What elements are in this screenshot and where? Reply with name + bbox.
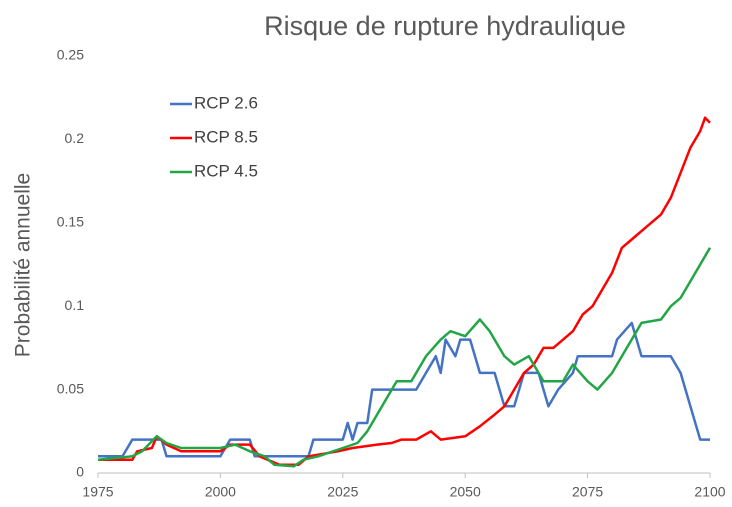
x-tick-label: 2075 (572, 484, 603, 500)
x-tick-label: 2000 (205, 484, 236, 500)
series-line (98, 321, 710, 458)
series-line (97, 247, 712, 468)
y-tick-label: 0 (76, 464, 84, 480)
x-tick-label: 2050 (450, 484, 481, 500)
chart-title: Risque de rupture hydraulique (264, 11, 626, 41)
y-axis-label: Probabilité annuelle (12, 173, 35, 357)
y-tick-label: 0.15 (57, 214, 84, 230)
series-line (98, 116, 711, 466)
y-tick-label: 0.2 (65, 130, 85, 146)
x-tick-label: 1975 (82, 484, 113, 500)
y-tick-label: 0.25 (57, 47, 84, 63)
x-tick-label: 2025 (327, 484, 358, 500)
y-tick-label: 0.05 (57, 380, 84, 396)
legend-label: RCP 4.5 (194, 161, 258, 180)
legend-label: RCP 2.6 (194, 93, 258, 112)
y-tick-label: 0.1 (65, 297, 85, 313)
legend-label: RCP 8.5 (194, 127, 258, 146)
x-tick-label: 2100 (694, 484, 725, 500)
